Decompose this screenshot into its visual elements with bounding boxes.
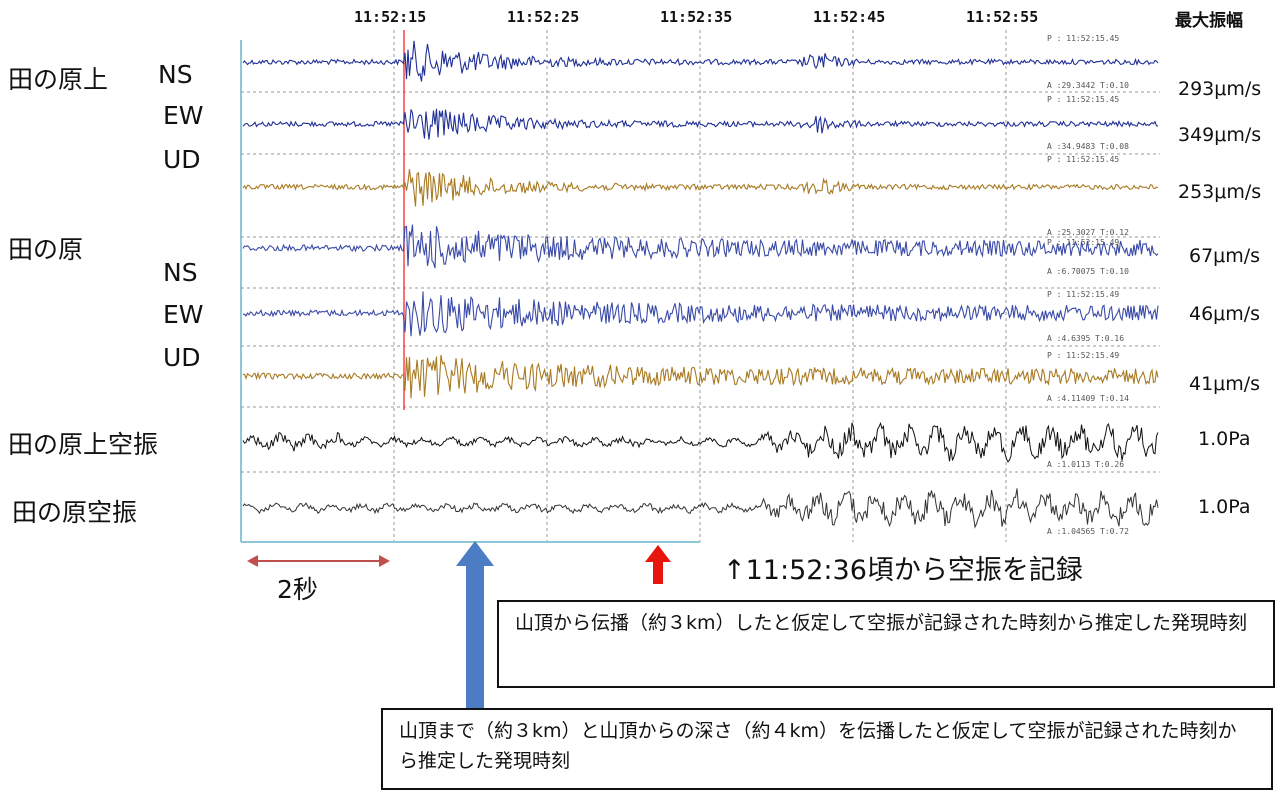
p-time-2: P : 11:52:15.45 bbox=[1047, 95, 1120, 104]
p-time-4: P : 11:52:15.49 bbox=[1047, 238, 1120, 247]
amp-period-4: A :6.70075 T:0.10 bbox=[1047, 267, 1129, 276]
two-second-arrow bbox=[247, 555, 390, 567]
waveform-trace-1 bbox=[242, 40, 1159, 82]
amp-period-6: A :4.11409 T:0.14 bbox=[1047, 394, 1129, 403]
estimate-box-2: 山頂まで（約３km）と山頂からの深さ（約４km）を伝播したと仮定して空振が記録さ… bbox=[381, 708, 1273, 790]
max-amplitude-7: 1.0Pa bbox=[1198, 428, 1251, 450]
amp-period-7: A :1.0113 T:0.26 bbox=[1047, 460, 1125, 469]
component-label-ew-1: EW bbox=[163, 101, 204, 130]
estimate-box-1: 山頂から伝播（約３km）したと仮定して空振が記録された時刻から推定した発現時刻 bbox=[497, 600, 1275, 688]
waveform-trace-3 bbox=[242, 168, 1158, 207]
max-amplitude-5: 46μm/s bbox=[1189, 303, 1261, 325]
air-record-note: ↑11:52:36頃から空振を記録 bbox=[723, 555, 1083, 586]
waveform-trace-2 bbox=[242, 108, 1159, 140]
component-label-ew-2: EW bbox=[163, 300, 204, 329]
station-label-tanohara-kami: 田の原上 bbox=[8, 65, 109, 94]
time-tick-1: 11:52:15 bbox=[354, 8, 427, 26]
estimate-box-1-text: 山頂から伝播（約３km）したと仮定して空振が記録された時刻から推定した発現時刻 bbox=[515, 612, 1247, 634]
amp-period-2: A :34.9483 T:0.08 bbox=[1047, 142, 1129, 151]
two-second-label: 2秒 bbox=[277, 575, 318, 604]
blue-arrow bbox=[456, 541, 494, 708]
red-arrow bbox=[645, 545, 671, 584]
time-tick-3: 11:52:35 bbox=[660, 8, 733, 26]
vgrid-group bbox=[393, 30, 1007, 542]
time-tick-2: 11:52:25 bbox=[507, 8, 580, 26]
estimate-box-2-text: 山頂まで（約３km）と山頂からの深さ（約４km）を伝播したと仮定して空振が記録さ… bbox=[399, 720, 1237, 772]
waveform-trace-7 bbox=[242, 421, 1159, 463]
amp-period-5: A :4.6395 T:0.16 bbox=[1047, 334, 1125, 343]
waveform-trace-5 bbox=[242, 291, 1159, 337]
amp-period-8: A :1.04565 T:0.72 bbox=[1047, 527, 1129, 536]
amp-period-1: A :29.3442 T:0.10 bbox=[1047, 81, 1129, 90]
station-label-tanohara: 田の原 bbox=[8, 235, 84, 264]
component-label-ns-1: NS bbox=[158, 60, 193, 89]
time-tick-4: 11:52:45 bbox=[813, 8, 886, 26]
waveform-trace-8 bbox=[242, 488, 1159, 529]
p-time-3: P : 11:52:15.45 bbox=[1047, 155, 1120, 164]
p-time-1: P : 11:52:15.45 bbox=[1047, 34, 1120, 43]
max-amplitude-2: 349μm/s bbox=[1178, 124, 1262, 146]
max-amplitude-header: 最大振幅 bbox=[1175, 11, 1243, 31]
time-tick-5: 11:52:55 bbox=[966, 8, 1039, 26]
component-label-ns-2: NS bbox=[163, 258, 198, 287]
air-label-tanohara-kami: 田の原上空振 bbox=[8, 430, 159, 459]
component-label-ud-2: UD bbox=[163, 343, 201, 372]
max-amplitude-3: 253μm/s bbox=[1178, 181, 1262, 203]
max-amplitude-4: 67μm/s bbox=[1189, 245, 1261, 267]
waveform-trace-4 bbox=[242, 224, 1159, 269]
p-time-5: P : 11:52:15.49 bbox=[1047, 290, 1120, 299]
air-label-tanohara: 田の原空振 bbox=[12, 498, 138, 527]
amp-period-3: A :25.3027 T:0.12 bbox=[1047, 228, 1129, 237]
waveform-trace-6 bbox=[242, 354, 1159, 399]
p-time-6: P : 11:52:15.49 bbox=[1047, 351, 1120, 360]
max-amplitude-1: 293μm/s bbox=[1178, 78, 1262, 100]
component-label-ud-1: UD bbox=[163, 145, 201, 174]
max-amplitude-8: 1.0Pa bbox=[1198, 496, 1251, 518]
max-amplitude-6: 41μm/s bbox=[1189, 373, 1261, 395]
